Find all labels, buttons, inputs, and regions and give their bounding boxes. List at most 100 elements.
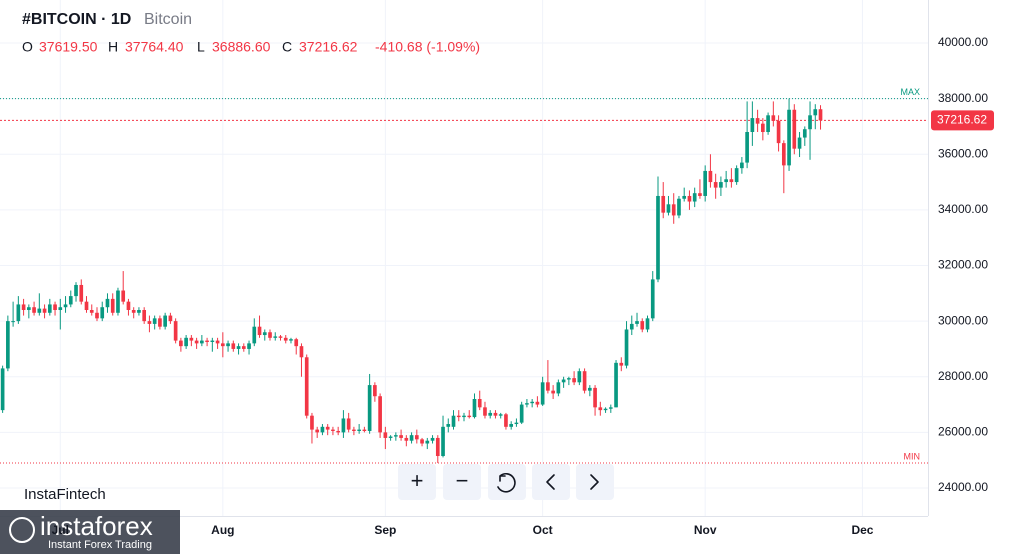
candle-body	[241, 346, 246, 349]
candle-body	[158, 318, 162, 327]
candle-body	[656, 195, 660, 280]
grid	[0, 0, 928, 516]
candle-body	[525, 403, 529, 405]
y-tick-label: 28000.00	[938, 369, 988, 383]
candle-body	[79, 284, 84, 302]
candle-body	[346, 418, 351, 430]
candle-body	[561, 379, 566, 383]
reset-button[interactable]	[488, 464, 526, 500]
candle-body	[262, 332, 267, 336]
candle-body	[635, 321, 639, 324]
candle-body	[677, 198, 681, 216]
candle-body	[383, 432, 388, 438]
candle-body	[556, 382, 561, 394]
candle-body	[781, 143, 786, 166]
candle-body	[446, 424, 451, 427]
candle-body	[593, 387, 597, 408]
y-tick-label: 26000.00	[938, 425, 988, 439]
candle-body	[771, 115, 776, 121]
candle-body	[404, 437, 409, 441]
candle-body	[666, 204, 671, 213]
candle-body	[629, 323, 634, 330]
price-label: 37216.62	[937, 113, 987, 127]
ohlc-value: 37619.50	[39, 39, 98, 55]
zoom-out-label[interactable]: −	[456, 468, 469, 493]
candle-body	[168, 315, 173, 322]
candle-body	[205, 340, 209, 342]
candle-body	[116, 290, 120, 313]
candle-body	[362, 429, 367, 431]
y-tick-label: 30000.00	[938, 313, 988, 327]
candle-body	[703, 170, 708, 196]
candle-body	[27, 307, 31, 310]
candle-body	[462, 415, 466, 418]
candle-body	[68, 296, 73, 305]
scroll-left-button[interactable]	[532, 464, 570, 500]
candle-body	[367, 385, 372, 431]
candle-body	[661, 195, 666, 213]
candle-body	[719, 182, 723, 188]
candle-body	[420, 439, 424, 444]
candle-body	[231, 343, 236, 349]
candle-body	[493, 412, 498, 416]
candle-body	[210, 340, 215, 342]
candle-body	[813, 109, 818, 116]
candle-body	[220, 343, 225, 347]
candle-body	[504, 414, 508, 427]
logo-text: instaforex	[40, 511, 153, 541]
x-tick-label: Dec	[851, 523, 873, 537]
candle-body	[477, 399, 482, 408]
candle-body	[734, 168, 739, 183]
candle-body	[603, 408, 608, 411]
candle-body	[608, 407, 613, 409]
candle-body	[304, 357, 309, 416]
brand-text: InstaFintech	[24, 486, 106, 503]
candle-body	[142, 310, 147, 322]
candle-body	[200, 340, 204, 344]
candle-body	[325, 426, 330, 430]
ohlc-key: C	[282, 39, 292, 55]
candle-body	[110, 298, 115, 313]
candle-body	[467, 415, 472, 418]
overlay: #BITCOIN · 1D Bitcoin O 37619.50 H 37764…	[0, 11, 920, 554]
y-tick-label: 32000.00	[938, 258, 988, 272]
candle-body	[289, 339, 293, 341]
zoom-out-button[interactable]: −	[443, 464, 481, 500]
candle-body	[226, 343, 230, 347]
zoom-in-button[interactable]: +	[398, 464, 436, 500]
candle-body	[619, 362, 624, 366]
candle-body	[53, 304, 57, 310]
scroll-right-button[interactable]	[576, 464, 614, 500]
candle-body	[572, 378, 576, 383]
candle-body	[483, 407, 487, 416]
candle-body	[105, 298, 110, 308]
candle-body	[37, 308, 42, 313]
candle-body	[74, 284, 78, 297]
candle-body	[352, 429, 356, 431]
candle-body	[546, 382, 550, 391]
candle-body	[315, 429, 320, 433]
candle-body	[698, 193, 702, 196]
candle-body	[47, 304, 52, 313]
ohlc-key: O	[22, 39, 33, 55]
candle-body	[173, 321, 178, 341]
candle-body	[409, 435, 414, 441]
x-tick-label: Jul	[52, 523, 69, 537]
y-tick-label: 38000.00	[938, 91, 988, 105]
candle-body	[729, 179, 734, 183]
candle-body	[514, 422, 519, 425]
candle-body	[257, 326, 262, 336]
candle-body	[761, 123, 765, 132]
candle-body	[740, 162, 744, 169]
max-line-label: MAX	[900, 87, 920, 97]
ohlc-value: 37216.62	[299, 39, 358, 55]
candle-body	[582, 371, 587, 391]
candle-body	[414, 435, 419, 440]
x-tick-label: Aug	[211, 523, 234, 537]
candle-body	[713, 182, 718, 188]
candle-body	[320, 426, 325, 433]
zoom-in-label[interactable]: +	[411, 468, 424, 493]
candle-body	[378, 396, 382, 433]
